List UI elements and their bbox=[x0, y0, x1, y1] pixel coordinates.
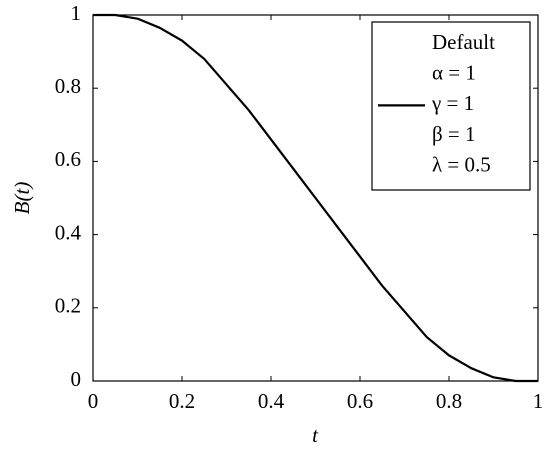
y-axis-label: B(t) bbox=[10, 182, 34, 215]
x-tick-label: 1 bbox=[533, 389, 544, 413]
x-tick-label: 0.4 bbox=[258, 389, 285, 413]
x-tick-label: 0.8 bbox=[436, 389, 462, 413]
y-tick-label: 0.6 bbox=[55, 147, 81, 171]
y-tick-label: 0 bbox=[71, 367, 82, 391]
x-axis-label: t bbox=[312, 423, 319, 447]
x-tick-label: 0.6 bbox=[347, 389, 373, 413]
legend-label: λ = 0.5 bbox=[432, 153, 491, 177]
plot-frame bbox=[92, 14, 539, 382]
x-tick-label: 0 bbox=[88, 389, 99, 413]
y-tick-label: 1 bbox=[71, 1, 82, 25]
x-tick-label: 0.2 bbox=[169, 389, 195, 413]
y-tick-label: 0.4 bbox=[55, 220, 82, 244]
legend-label: Default bbox=[432, 30, 495, 54]
data-line bbox=[93, 13, 538, 383]
legend-label: α = 1 bbox=[432, 61, 476, 85]
y-tick-label: 0.2 bbox=[55, 294, 81, 318]
legend-label: β = 1 bbox=[432, 122, 476, 146]
legend-label: γ = 1 bbox=[431, 91, 474, 115]
y-tick-label: 0.8 bbox=[55, 74, 81, 98]
